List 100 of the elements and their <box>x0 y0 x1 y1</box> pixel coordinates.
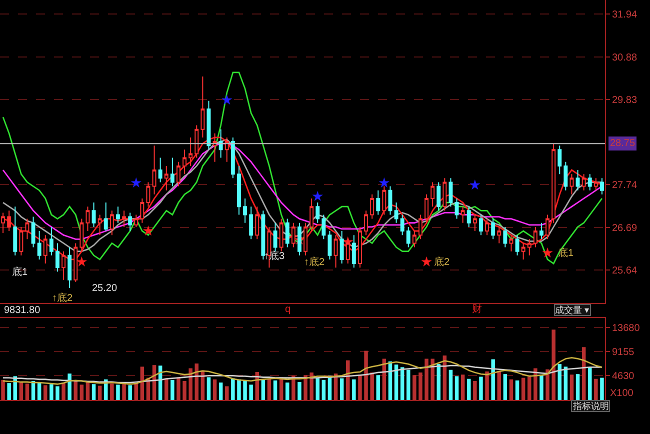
bar <box>400 367 404 400</box>
candlestick <box>509 234 514 252</box>
candlestick <box>521 242 526 260</box>
candlestick <box>418 214 422 240</box>
candlestick <box>212 132 217 162</box>
annotation: ↑底2 <box>52 292 73 304</box>
bar <box>164 378 168 400</box>
bar <box>448 370 453 400</box>
point <box>222 94 232 105</box>
candlestick <box>164 165 168 191</box>
candlestick <box>424 194 429 224</box>
line-series <box>2 356 603 385</box>
bar <box>515 380 520 400</box>
candlestick <box>478 214 483 236</box>
candlestick <box>588 174 592 191</box>
y-tick-label: 31.94 <box>612 9 638 20</box>
bar <box>540 374 544 400</box>
candlestick <box>146 182 150 208</box>
point <box>421 256 432 266</box>
bar <box>340 378 344 400</box>
candlestick <box>37 230 42 260</box>
bar <box>7 383 11 400</box>
y-tick-label: 25.64 <box>612 266 638 277</box>
candlestick <box>503 226 508 248</box>
candlestick <box>170 157 174 187</box>
bar <box>110 384 114 400</box>
candlestick <box>43 234 48 264</box>
annotation: ↑底2 <box>304 256 325 268</box>
candlestick <box>104 202 108 232</box>
bar <box>594 378 598 400</box>
point <box>378 177 390 188</box>
candlestick <box>406 226 410 248</box>
point <box>470 179 480 190</box>
candlestick <box>230 136 235 179</box>
bar <box>243 380 247 400</box>
bar <box>80 384 84 400</box>
bar <box>188 368 192 400</box>
candlestick <box>62 250 66 280</box>
annotation: 底1 <box>12 266 28 278</box>
annotation: 底1 <box>558 247 574 259</box>
bar <box>473 380 477 400</box>
bar <box>218 382 223 400</box>
bar <box>546 369 550 400</box>
bar <box>116 384 120 400</box>
candlestick <box>236 165 241 216</box>
candlestick <box>448 178 453 208</box>
text: 指标说明 <box>572 401 609 411</box>
bar <box>25 384 30 400</box>
candlestick <box>460 206 465 224</box>
bar <box>352 379 356 400</box>
bar <box>552 330 556 400</box>
candlestick <box>110 210 114 236</box>
candlestick <box>74 242 78 282</box>
bar <box>74 381 78 400</box>
candlestick <box>55 242 60 272</box>
candlestick <box>370 194 374 220</box>
bar <box>286 382 290 400</box>
candlestick <box>310 198 314 232</box>
candlestick <box>140 198 144 224</box>
candlestick <box>304 222 308 256</box>
bar <box>394 364 398 400</box>
candlestick <box>297 222 302 256</box>
candlestick <box>466 206 471 228</box>
candlestick <box>49 226 54 256</box>
bar <box>237 379 241 400</box>
y-tick-label: 26.69 <box>612 222 638 234</box>
bar <box>92 384 96 400</box>
y-tick-label: 30.88 <box>612 52 638 64</box>
bar <box>576 374 580 400</box>
candlestick <box>7 210 12 232</box>
bar <box>370 372 374 400</box>
candlestick <box>218 128 223 158</box>
bar <box>412 375 416 400</box>
bar <box>479 376 483 400</box>
bar <box>68 374 72 400</box>
candlestick <box>13 206 18 256</box>
candlestick <box>546 214 550 240</box>
point <box>312 190 323 201</box>
bar <box>418 372 422 400</box>
candlestick <box>316 202 320 224</box>
candlestick <box>273 222 278 252</box>
bar <box>346 360 350 400</box>
bar <box>50 384 54 400</box>
line-series <box>2 72 603 264</box>
candlestick <box>442 178 447 212</box>
bar <box>62 382 66 400</box>
bar <box>231 378 235 400</box>
bar <box>56 386 60 400</box>
bar <box>44 385 48 400</box>
candlestick <box>188 136 193 166</box>
bar <box>304 375 308 400</box>
candlestick <box>454 198 459 220</box>
candlestick <box>291 222 296 248</box>
candlestick <box>176 161 180 187</box>
candlestick <box>382 186 386 216</box>
bar <box>19 382 24 400</box>
bar <box>249 384 253 400</box>
candlestick <box>128 212 132 232</box>
candlestick <box>515 234 520 256</box>
bar <box>564 366 568 400</box>
